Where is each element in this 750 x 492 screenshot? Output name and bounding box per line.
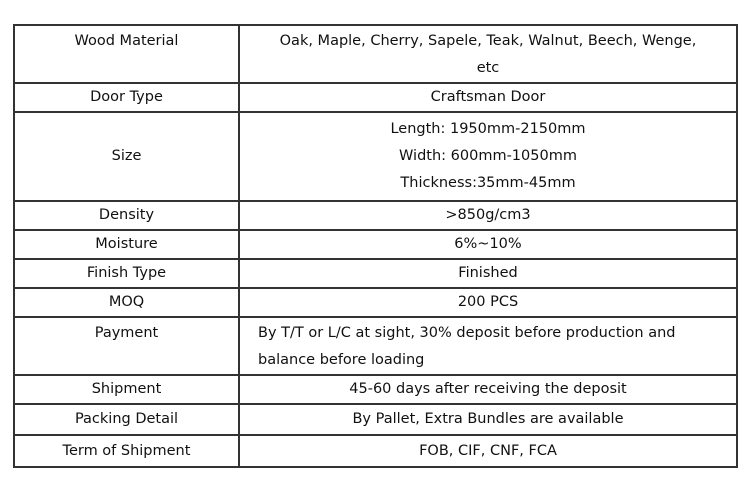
row-value: Finished xyxy=(238,258,738,289)
row-label: Wood Material xyxy=(13,24,240,84)
row-label: Size xyxy=(13,111,240,202)
table-row: Term of Shipment FOB, CIF, CNF, FCA xyxy=(13,434,738,468)
table-row: Density >850g/cm3 xyxy=(13,200,738,231)
row-value: By Pallet, Extra Bundles are available xyxy=(238,403,738,436)
value-line: By T/T or L/C at sight, 30% deposit befo… xyxy=(258,325,676,341)
row-label: Moisture xyxy=(13,229,240,260)
value-line: Width: 600mm-1050mm xyxy=(399,148,577,164)
row-label: Finish Type xyxy=(13,258,240,289)
table-row: Wood Material Oak, Maple, Cherry, Sapele… xyxy=(13,24,738,84)
table-row: Finish Type Finished xyxy=(13,258,738,289)
table-row: MOQ 200 PCS xyxy=(13,287,738,318)
row-value: By T/T or L/C at sight, 30% deposit befo… xyxy=(238,316,738,376)
value-line: balance before loading xyxy=(258,352,425,368)
value-line: Length: 1950mm-2150mm xyxy=(390,121,586,137)
row-value: 45-60 days after receiving the deposit xyxy=(238,374,738,405)
table-row: Size Length: 1950mm-2150mm Width: 600mm-… xyxy=(13,111,738,202)
row-value: 6%~10% xyxy=(238,229,738,260)
row-label: MOQ xyxy=(13,287,240,318)
table-row: Packing Detail By Pallet, Extra Bundles … xyxy=(13,403,738,436)
row-value: >850g/cm3 xyxy=(238,200,738,231)
row-label: Shipment xyxy=(13,374,240,405)
table-row: Door Type Craftsman Door xyxy=(13,82,738,113)
table-row: Shipment 45-60 days after receiving the … xyxy=(13,374,738,405)
row-label: Door Type xyxy=(13,82,240,113)
table-row: Moisture 6%~10% xyxy=(13,229,738,260)
value-line: etc xyxy=(476,60,500,76)
row-value: Craftsman Door xyxy=(238,82,738,113)
row-value: Length: 1950mm-2150mm Width: 600mm-1050m… xyxy=(238,111,738,202)
row-value: Oak, Maple, Cherry, Sapele, Teak, Walnut… xyxy=(238,24,738,84)
value-line: Thickness:35mm-45mm xyxy=(400,175,576,191)
row-label: Density xyxy=(13,200,240,231)
table-row: Payment By T/T or L/C at sight, 30% depo… xyxy=(13,316,738,376)
row-label: Term of Shipment xyxy=(13,434,240,468)
row-label: Payment xyxy=(13,316,240,376)
row-label: Packing Detail xyxy=(13,403,240,436)
value-line: Oak, Maple, Cherry, Sapele, Teak, Walnut… xyxy=(279,33,697,49)
product-spec-table: Wood Material Oak, Maple, Cherry, Sapele… xyxy=(13,24,738,468)
row-value: 200 PCS xyxy=(238,287,738,318)
row-value: FOB, CIF, CNF, FCA xyxy=(238,434,738,468)
